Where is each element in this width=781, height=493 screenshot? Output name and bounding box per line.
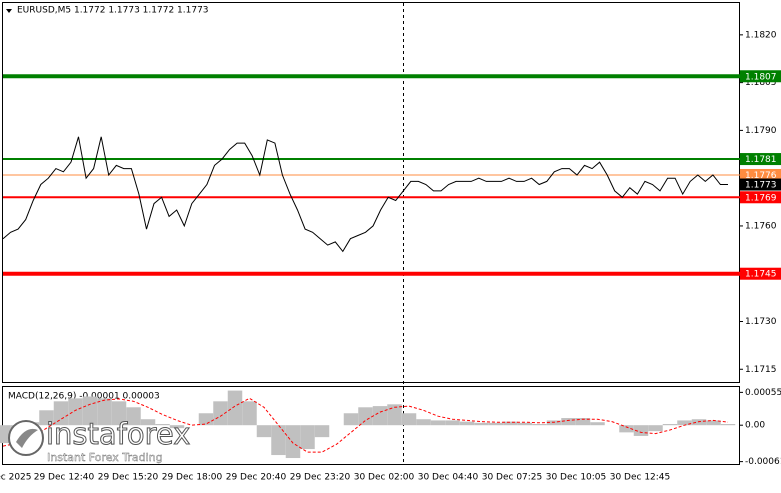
x-tick-label: 30 Dec 12:45 [610, 473, 671, 483]
price-line [2, 136, 728, 253]
y-tick-label: 1.1760 [745, 221, 777, 231]
level-label: 1.1745 [745, 270, 777, 280]
x-tick-label: 30 Dec 04:40 [418, 473, 479, 483]
y-tick-label: 1.1805 [745, 78, 777, 88]
x-tick-label: 29 Dec 18:00 [162, 473, 223, 483]
macd-bar [387, 404, 402, 426]
level-label: 1.1781 [745, 155, 777, 165]
macd-bar [271, 425, 286, 456]
y-tick-label: 1.1790 [745, 126, 777, 136]
macd-bar [720, 424, 736, 426]
y-tick-label: 0.00 [745, 421, 765, 431]
macd-bar [691, 419, 707, 426]
macd-bar [343, 413, 359, 426]
macd-bar [169, 425, 185, 429]
macd-bar [111, 401, 127, 426]
macd-bar [97, 398, 112, 426]
macd-bar [459, 421, 475, 426]
macd-bar [53, 401, 69, 426]
macd-bar [430, 420, 446, 426]
level-label-box [740, 178, 781, 191]
macd-bar [155, 424, 170, 426]
macd-bar [575, 418, 591, 426]
macd-bar [285, 425, 301, 459]
macd-bar [198, 413, 214, 426]
macd-bar [662, 424, 678, 426]
macd-bar [358, 407, 373, 426]
macd-bar [140, 419, 156, 426]
macd-bar [517, 422, 533, 426]
x-tick-label: 29 Dec 12:40 [34, 473, 95, 483]
level-label-box [740, 267, 781, 280]
signal-line [2, 397, 729, 453]
y-tick-label: -0.00061 [745, 457, 781, 467]
watermark-tagline: Instant Forex Trading [47, 451, 163, 464]
macd-bar [0, 425, 11, 444]
macd-bar [648, 425, 663, 432]
macd-title: MACD(12,26,9) -0.00001 0.00003 [8, 392, 160, 402]
level-label: 1.1776 [745, 171, 777, 181]
macd-bar [503, 421, 518, 426]
logo-swoosh [16, 428, 38, 448]
macd-bar [590, 422, 605, 426]
x-tick-label: 29 Dec 23:20 [290, 473, 351, 483]
level-label-box [740, 191, 781, 204]
y-tick-label: 1.1715 [745, 365, 777, 375]
macd-bar [227, 390, 243, 426]
x-tick-label: 29 Dec 2025 [0, 473, 32, 483]
macd-bar [532, 424, 547, 426]
y-tick-label: 1.1730 [745, 317, 777, 327]
chart-title: EURUSD,M5 1.1772 1.1773 1.1772 1.1773 [17, 6, 209, 16]
macd-bar [401, 413, 417, 426]
macd-bar [416, 419, 431, 426]
macd-bar [619, 425, 634, 433]
y-tick-label: 0.00055 [745, 388, 781, 398]
macd-bar [314, 425, 330, 438]
macd-bar [372, 406, 388, 426]
macd-bar [677, 420, 692, 426]
x-tick-label: 29 Dec 20:40 [226, 473, 287, 483]
x-tick-label: 30 Dec 02:00 [354, 473, 415, 483]
menu-arrow [6, 9, 12, 13]
main-frame [2, 2, 740, 383]
level-label: 1.1769 [745, 193, 777, 203]
macd-bar [474, 422, 489, 426]
macd-bar [633, 425, 649, 436]
x-tick-label: 29 Dec 15:20 [98, 473, 159, 483]
watermark-brand: instaforex [46, 417, 190, 451]
level-label-box [740, 168, 781, 181]
macd-bar [546, 420, 562, 426]
macd-bar [213, 401, 228, 426]
macd-bar [706, 420, 721, 426]
macd-bar [300, 425, 315, 450]
x-tick-label: 30 Dec 10:05 [546, 473, 607, 483]
level-label-box [740, 153, 781, 166]
x-tick-label: 30 Dec 07:25 [482, 473, 543, 483]
level-label: 1.1773 [745, 181, 777, 191]
y-tick-label: 1.1820 [745, 30, 777, 40]
level-label-box [740, 70, 781, 83]
macd-bar [256, 425, 272, 438]
macd-bar [68, 398, 83, 426]
macd-bar [561, 418, 576, 426]
watermark: instaforex Instant Forex Trading [8, 417, 191, 464]
macd-bar [242, 401, 257, 426]
macd-bar [445, 420, 460, 426]
macd-bar [39, 410, 54, 426]
macd-bar [488, 422, 504, 426]
level-label: 1.1807 [745, 72, 777, 82]
macd-bar [126, 407, 141, 426]
